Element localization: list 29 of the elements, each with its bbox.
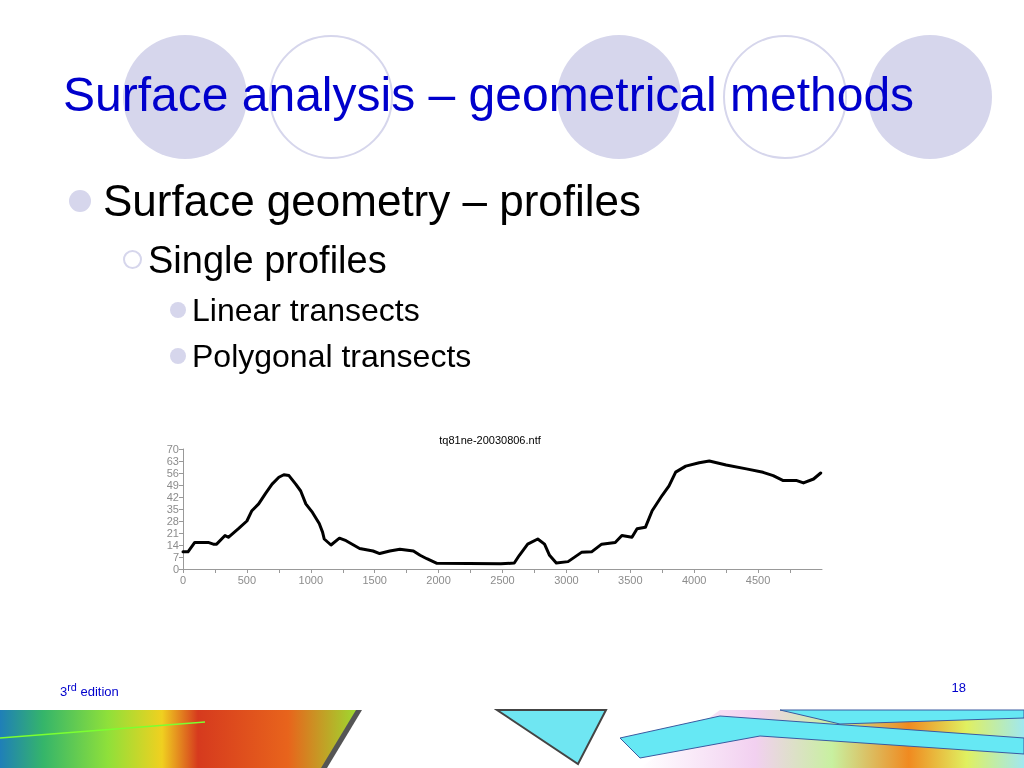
text: Surface geometry – profiles bbox=[103, 176, 642, 225]
text: Polygonal transects bbox=[192, 338, 472, 374]
text: Single profiles bbox=[148, 239, 387, 281]
y-tick-label: 28 bbox=[166, 515, 179, 527]
text: 3$^{rd}$ edition bbox=[60, 681, 119, 700]
y-tick-label: 0 bbox=[172, 563, 179, 575]
x-tick-label: 500 bbox=[237, 573, 257, 586]
x-tick-label: 1000 bbox=[298, 573, 324, 586]
x-tick-label: 3000 bbox=[554, 573, 579, 586]
y-tick-label: 7 bbox=[172, 551, 179, 563]
y-tick-label: 21 bbox=[166, 527, 179, 539]
x-tick-label: 4000 bbox=[681, 573, 707, 586]
x-tick-label: 2000 bbox=[426, 573, 451, 586]
y-tick-label: 42 bbox=[166, 491, 179, 503]
x-tick-label: 3500 bbox=[618, 573, 643, 586]
y-tick-label: 49 bbox=[166, 479, 179, 491]
line-series bbox=[181, 459, 823, 566]
text: Linear transects bbox=[192, 292, 420, 328]
y-tick-label: 63 bbox=[166, 455, 179, 467]
x-tick-label: 4500 bbox=[745, 573, 771, 586]
y-tick-label: 56 bbox=[166, 467, 179, 479]
y-tick-label: 14 bbox=[166, 539, 179, 551]
x-tick-label: 2500 bbox=[490, 573, 515, 586]
chart-title: Surface analysis – geometrical methods bbox=[63, 68, 915, 121]
chart-subtitle: tq81ne-20030806.ntf bbox=[439, 433, 542, 446]
x-tick-label: 1500 bbox=[362, 573, 387, 586]
y-tick-label: 35 bbox=[166, 503, 179, 515]
text: 18 bbox=[951, 680, 966, 695]
y-tick-label: 70 bbox=[166, 443, 179, 455]
